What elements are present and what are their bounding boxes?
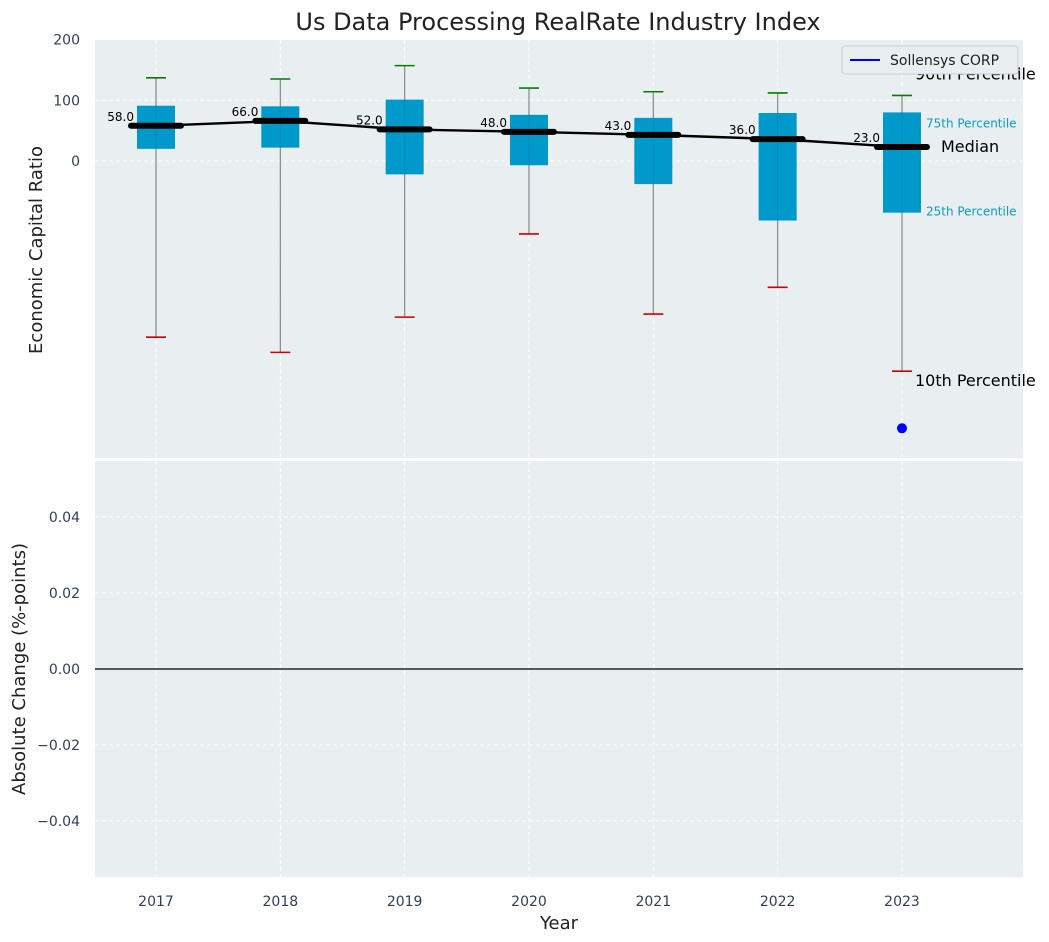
median-value-label: 23.0 xyxy=(853,131,880,145)
p10-annotation: 10th Percentile xyxy=(915,371,1036,390)
median-trend xyxy=(155,119,903,149)
top-plot-background xyxy=(95,40,1023,458)
company-point xyxy=(896,423,907,434)
median-value-label: 58.0 xyxy=(107,110,134,124)
median-value-label: 36.0 xyxy=(729,123,756,137)
x-tick-label: 2019 xyxy=(387,894,423,910)
x-tick-label: 2021 xyxy=(635,894,671,910)
median-value-labels: 58.0 66.0 52.0 48.0 43.0 36.0 23.0 xyxy=(107,105,880,145)
bottom-y-ticks: 0.04 0.02 0.00 −0.02 −0.04 xyxy=(37,510,80,830)
legend: Sollensys CORP xyxy=(841,45,1019,75)
x-tick-label: 2018 xyxy=(263,894,299,910)
x-tick-label: 2023 xyxy=(884,894,920,910)
p75-annotation: 75th Percentile xyxy=(926,116,1017,130)
y-tick-label: 0.04 xyxy=(49,510,80,526)
chart-title: Us Data Processing RealRate Industry Ind… xyxy=(295,8,820,36)
x-tick-label: 2022 xyxy=(760,894,796,910)
top-y-ticks: 200 100 0 xyxy=(53,33,80,171)
y-tick-label: −0.04 xyxy=(37,814,80,830)
x-axis-label: Year xyxy=(539,913,579,934)
x-tick-label: 2017 xyxy=(138,894,174,910)
y-tick-label: 0.00 xyxy=(49,662,80,678)
legend-label: Sollensys CORP xyxy=(890,53,999,69)
top-grid xyxy=(95,39,1023,458)
median-value-label: 48.0 xyxy=(480,116,507,130)
median-value-label: 66.0 xyxy=(232,105,259,119)
bottom-y-axis-label: Absolute Change (%-points) xyxy=(9,543,30,795)
y-tick-label: −0.02 xyxy=(37,738,80,754)
median-annotation: Median xyxy=(941,137,999,156)
x-tick-label: 2020 xyxy=(511,894,547,910)
median-value-label: 43.0 xyxy=(605,119,632,133)
median-value-label: 52.0 xyxy=(356,113,383,127)
y-tick-label: 100 xyxy=(53,93,80,109)
box-plot-series xyxy=(128,64,930,434)
median-trend-line xyxy=(155,119,903,149)
y-tick-label: 0.02 xyxy=(49,586,80,602)
y-tick-label: 200 xyxy=(53,33,80,49)
p25-annotation: 25th Percentile xyxy=(926,205,1017,219)
x-ticks: 2017 2018 2019 2020 2021 2022 2023 xyxy=(138,894,920,910)
top-y-axis-label: Economic Capital Ratio xyxy=(26,146,47,354)
y-tick-label: 0 xyxy=(71,154,80,170)
legend-box xyxy=(841,45,1019,75)
